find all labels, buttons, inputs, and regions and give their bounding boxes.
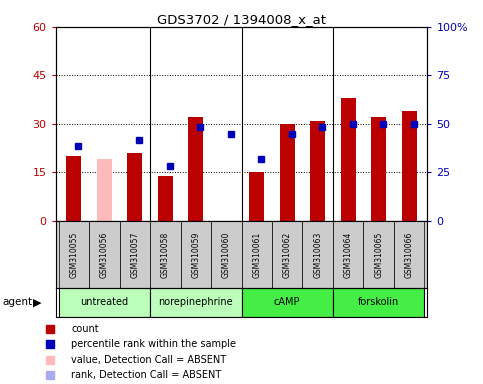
Text: ▶: ▶ (33, 297, 42, 308)
Bar (127, 153, 142, 221)
Bar (150, 221, 181, 288)
Bar (371, 118, 386, 221)
Text: count: count (71, 324, 99, 334)
Bar (302, 221, 333, 288)
Bar (363, 221, 394, 288)
Bar (97, 159, 112, 221)
Bar (249, 172, 264, 221)
Bar (58, 221, 89, 288)
Text: GSM310056: GSM310056 (100, 231, 109, 278)
Bar (280, 124, 295, 221)
Bar (188, 118, 203, 221)
Bar (242, 221, 272, 288)
Bar (394, 221, 425, 288)
Bar (66, 156, 82, 221)
Text: GSM310057: GSM310057 (130, 231, 139, 278)
Text: GSM310063: GSM310063 (313, 231, 322, 278)
Text: GSM310061: GSM310061 (252, 231, 261, 278)
Text: percentile rank within the sample: percentile rank within the sample (71, 339, 236, 349)
Bar (157, 175, 173, 221)
Bar (341, 98, 356, 221)
Text: norepinephrine: norepinephrine (158, 297, 233, 308)
Bar (242, 288, 333, 317)
Text: GSM310062: GSM310062 (283, 231, 292, 278)
Bar (401, 111, 417, 221)
Bar (58, 288, 150, 317)
Text: agent: agent (2, 297, 32, 308)
Text: GSM310058: GSM310058 (161, 231, 170, 278)
Bar (181, 221, 211, 288)
Bar (333, 288, 425, 317)
Text: GSM310066: GSM310066 (405, 231, 413, 278)
Text: GSM310060: GSM310060 (222, 231, 231, 278)
Text: value, Detection Call = ABSENT: value, Detection Call = ABSENT (71, 355, 227, 365)
Text: GSM310055: GSM310055 (70, 231, 78, 278)
Bar (333, 221, 363, 288)
Bar (310, 121, 326, 221)
Bar (120, 221, 150, 288)
Title: GDS3702 / 1394008_x_at: GDS3702 / 1394008_x_at (157, 13, 326, 26)
Text: cAMP: cAMP (274, 297, 300, 308)
Text: GSM310059: GSM310059 (191, 231, 200, 278)
Bar (89, 221, 120, 288)
Text: untreated: untreated (80, 297, 128, 308)
Text: rank, Detection Call = ABSENT: rank, Detection Call = ABSENT (71, 370, 222, 380)
Text: GSM310064: GSM310064 (344, 231, 353, 278)
Bar (150, 288, 242, 317)
Bar (211, 221, 242, 288)
Bar (272, 221, 302, 288)
Text: forskolin: forskolin (358, 297, 399, 308)
Text: GSM310065: GSM310065 (374, 231, 383, 278)
